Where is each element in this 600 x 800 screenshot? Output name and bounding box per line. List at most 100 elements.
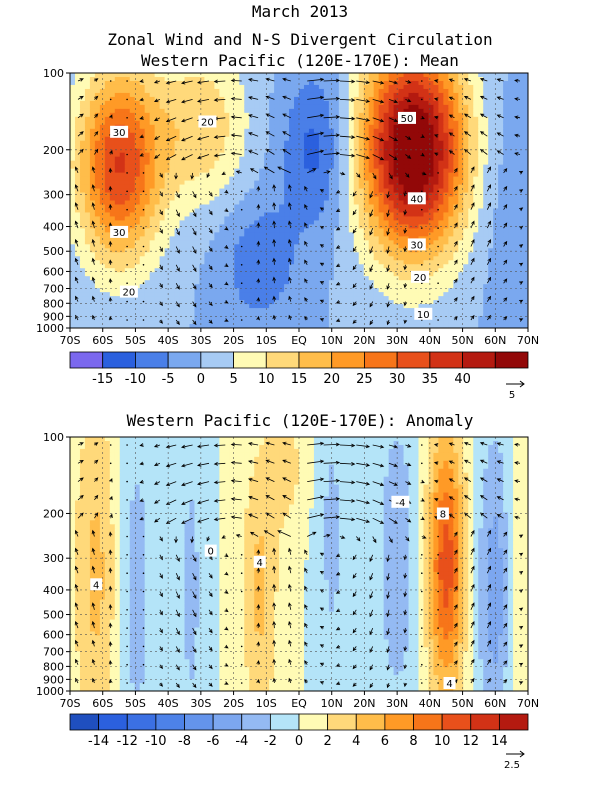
contour-cell: [164, 284, 171, 289]
contour-cell: [79, 260, 86, 265]
contour-cell: [408, 256, 415, 261]
contour-cell: [119, 188, 126, 194]
contour-cell: [214, 192, 220, 198]
contour-cell: [498, 76, 504, 82]
contour-cell: [358, 260, 365, 265]
contour-cell: [174, 248, 181, 253]
contour-cell: [403, 200, 410, 206]
contour-cell: [378, 112, 385, 118]
contour-cell: [398, 104, 405, 110]
contour-cell: [453, 180, 459, 186]
contour-cell: [104, 84, 111, 90]
contour-cell: [294, 164, 300, 170]
contour-cell: [99, 200, 106, 206]
contour-cell: [433, 284, 439, 289]
contour-cell: [303, 276, 310, 281]
contour-cell: [423, 73, 430, 78]
contour-cell: [388, 196, 395, 202]
contour-cell: [149, 216, 156, 222]
contour-cell: [269, 236, 275, 241]
contour-cell: [303, 220, 310, 225]
contour-cell: [169, 144, 176, 150]
contour-cell: [74, 84, 81, 90]
contour-cell: [144, 88, 151, 94]
contour-cell: [70, 116, 76, 122]
contour-cell: [119, 92, 126, 98]
contour-cell: [224, 200, 230, 206]
contour-cell: [179, 212, 186, 218]
contour-cell: [79, 224, 86, 229]
contour-cell: [463, 264, 469, 269]
contour-cell: [159, 80, 166, 86]
contour-cell: [358, 280, 365, 285]
contour-cell: [259, 80, 265, 86]
contour-cell: [70, 216, 76, 222]
contour-cell: [249, 136, 255, 142]
contour-cell: [423, 144, 430, 150]
contour-cell: [274, 200, 280, 206]
contour-cell: [144, 220, 151, 225]
contour-cell: [383, 108, 390, 114]
contour-cell: [383, 280, 390, 285]
contour-cell: [249, 200, 255, 206]
contour-cell: [229, 104, 235, 110]
contour-cell: [303, 116, 310, 122]
contour-cell: [224, 152, 230, 158]
contour-cell: [84, 112, 91, 118]
contour-cell: [448, 244, 454, 249]
contour-cell: [139, 124, 146, 130]
contour-cell: [438, 120, 444, 126]
contour-cell: [104, 232, 111, 237]
contour-cell: [368, 256, 375, 261]
contour-cell: [269, 204, 275, 210]
contour-cell: [119, 212, 126, 218]
contour-cell: [189, 188, 196, 194]
contour-cell: [104, 192, 111, 198]
contour-cell: [518, 164, 524, 170]
contour-cell: [438, 148, 444, 154]
contour-cell: [333, 160, 340, 166]
contour-cell: [279, 152, 285, 158]
contour-cell: [144, 188, 151, 194]
contour-cell: [343, 84, 350, 90]
contour-cell: [254, 220, 260, 225]
contour-cell: [503, 196, 509, 202]
contour-cell: [493, 272, 499, 277]
contour-cell: [328, 208, 335, 214]
contour-cell: [134, 220, 141, 225]
contour-cell: [338, 140, 345, 146]
contour-cell: [363, 100, 370, 106]
contour-cell: [94, 204, 101, 210]
contour-cell: [353, 268, 360, 273]
contour-cell: [84, 272, 91, 277]
contour-cell: [79, 228, 86, 233]
contour-cell: [493, 76, 499, 82]
contour-cell: [523, 280, 528, 285]
contour-cell: [423, 260, 430, 265]
contour-cell: [194, 244, 201, 249]
contour-cell: [269, 76, 275, 82]
contour-cell: [308, 236, 315, 241]
contour-cell: [483, 184, 489, 190]
contour-cell: [403, 128, 410, 134]
contour-cell: [264, 100, 270, 106]
contour-cell: [523, 196, 528, 202]
contour-cell: [393, 116, 400, 122]
contour-cell: [149, 160, 156, 166]
contour-cell: [333, 120, 340, 126]
contour-cell: [274, 120, 280, 126]
contour-cell: [114, 116, 121, 122]
contour-cell: [114, 164, 121, 170]
contour-cell: [79, 144, 86, 150]
contour-cell: [498, 248, 504, 253]
contour-cell: [249, 100, 255, 106]
contour-cell: [209, 200, 215, 206]
contour-cell: [114, 288, 121, 293]
contour-cell: [169, 76, 176, 82]
contour-cell: [284, 152, 290, 158]
contour-cell: [383, 168, 390, 174]
contour-cell: [488, 124, 494, 130]
contour-cell: [368, 220, 375, 225]
contour-cell: [473, 208, 479, 214]
contour-cell: [89, 272, 96, 277]
